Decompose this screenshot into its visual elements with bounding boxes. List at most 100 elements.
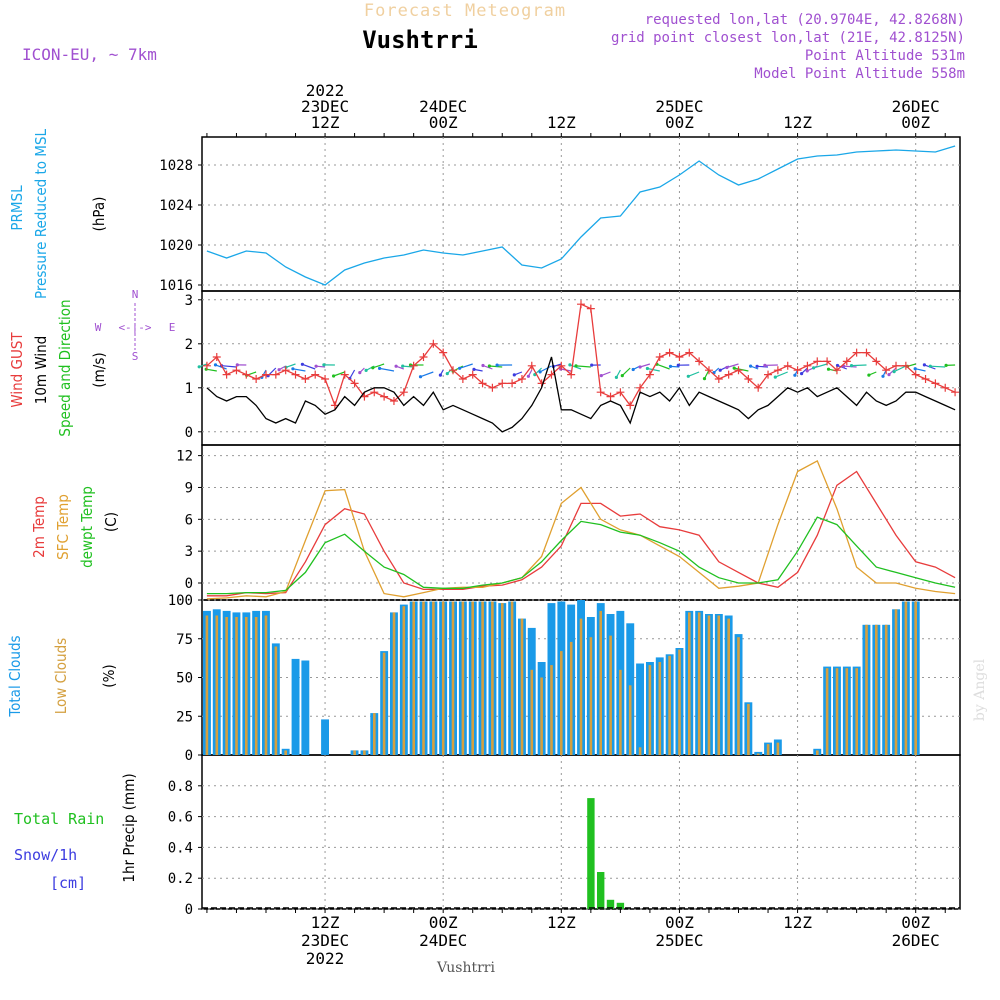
time-label-bottom: 24DEC [419, 931, 467, 950]
compass-n: N [132, 288, 139, 301]
low-cloud-bar [569, 641, 573, 755]
wind-gust-marker [665, 348, 674, 357]
low-cloud-bar [628, 685, 632, 756]
grid-point-coords: grid point closest lon,lat (21E, 42.8125… [611, 30, 965, 46]
time-label-bottom: 12Z [311, 913, 340, 932]
wind-gust-marker [527, 361, 536, 370]
wind-direction-arrow [837, 364, 848, 370]
precip-unit: 1hr Precip (mm) [120, 773, 138, 882]
low-cloud-bar [225, 617, 228, 755]
wind-arrow-head [235, 363, 239, 367]
low-cloud-bar [727, 618, 730, 755]
wind-direction-arrow [688, 371, 700, 377]
wind-direction-arrow [775, 371, 788, 378]
requested-coords: requested lon,lat (20.9704E, 42.8268N) [645, 12, 965, 28]
low-clouds-label: Low Clouds [52, 638, 70, 714]
wind-arrow-head [538, 370, 542, 374]
wind-gust-marker [754, 383, 763, 392]
wind-gust-marker [301, 375, 310, 383]
temp-sfc-line [206, 459, 956, 600]
low-cloud-bar [205, 615, 209, 755]
time-label-bottom: 25DEC [655, 931, 703, 950]
wind-arrow-head [487, 364, 491, 368]
low-cloud-bar [875, 624, 878, 755]
wind-direction-arrow [459, 363, 473, 369]
wind-gust-marker [764, 370, 773, 379]
low-cloud-bar [638, 747, 642, 756]
wind-direction-arrow [575, 365, 591, 368]
precip-tick-label: 0.6 [168, 810, 193, 826]
low-cloud-bar [845, 668, 849, 755]
low-cloud-bar [530, 669, 534, 756]
low-cloud-bar [599, 610, 602, 755]
chart-title: Forecast Meteogram [364, 1, 566, 21]
snow-unit: [cm] [50, 874, 86, 892]
wind-arrow-head [805, 369, 809, 373]
wind-gust-marker [458, 375, 467, 383]
total-cloud-bar [291, 658, 300, 755]
wind-arrow-head [881, 374, 885, 378]
wind-gust-marker [872, 357, 881, 366]
wind-gust-marker [892, 361, 901, 370]
wind-gust-marker [645, 370, 654, 379]
low-cloud-bar [816, 750, 819, 755]
low-cloud-bar [884, 624, 888, 755]
low-cloud-bar [402, 606, 406, 755]
location-title: Vushtrri [362, 26, 478, 54]
pressure-tick-label: 1020 [159, 238, 193, 254]
rain-bar [616, 902, 625, 909]
time-label-bottom: 23DEC [301, 931, 349, 950]
low-cloud-bar [441, 601, 445, 755]
wind-gust-marker [586, 304, 595, 313]
wind-gust-marker [419, 353, 428, 361]
rain-bar [597, 872, 605, 909]
low-cloud-bar [245, 617, 248, 755]
clouds-unit: (%) [100, 664, 118, 687]
wind-gust-marker [931, 379, 940, 388]
precip-tick-label: 0.8 [168, 779, 193, 795]
wind-gust-marker [281, 366, 290, 375]
low-cloud-bar [668, 655, 671, 755]
wind-arrow-head [763, 363, 767, 367]
wind-gust-marker [882, 366, 891, 375]
wind-arrow-head [686, 374, 690, 378]
low-cloud-bar [235, 617, 238, 755]
wind-gust-marker [616, 388, 625, 397]
low-cloud-bar [520, 618, 524, 755]
wind-arrow-head [826, 367, 831, 371]
low-cloud-bar [461, 601, 465, 755]
clouds-tick-label: 0 [185, 748, 193, 764]
wind-arrow-head [928, 364, 932, 368]
wind-gust-marker [468, 370, 477, 379]
low-cloud-bar [737, 637, 740, 755]
wind-tick-label: 2 [185, 337, 193, 353]
wind-gust-marker [734, 366, 743, 375]
wind-direction-arrow [349, 369, 356, 379]
wind-gust-marker [596, 388, 605, 397]
wind-gust-marker [202, 361, 211, 370]
low-cloud-bar [412, 601, 415, 755]
wind-gust-marker [714, 375, 723, 383]
temp-2m-line [206, 470, 956, 597]
wind-arrow-head [755, 364, 759, 368]
wind-direction-arrow [888, 367, 897, 376]
wind-arrow-head [867, 373, 871, 377]
rain-label: Total Rain [14, 810, 104, 828]
time-label-bottom: 00Z [429, 913, 458, 932]
clouds-tick-label: 100 [168, 593, 193, 609]
footer-location: Vushtrri [436, 960, 495, 976]
low-cloud-bar [550, 665, 553, 755]
low-cloud-bar [717, 615, 721, 755]
wind-gust-marker [636, 383, 645, 392]
wind-direction-arrow [539, 365, 552, 373]
wind-gust-marker [508, 379, 517, 388]
low-cloud-bar [353, 750, 356, 755]
low-cloud-bar [560, 651, 563, 755]
wind-direction-arrow [843, 365, 857, 368]
wind-gust-marker [399, 388, 408, 397]
wind-direction-arrow [482, 364, 493, 370]
low-cloud-bar [825, 668, 829, 755]
wind-gust-marker [311, 370, 320, 379]
precip-tick-label: 0.2 [168, 871, 193, 887]
low-cloud-bar [579, 618, 583, 755]
